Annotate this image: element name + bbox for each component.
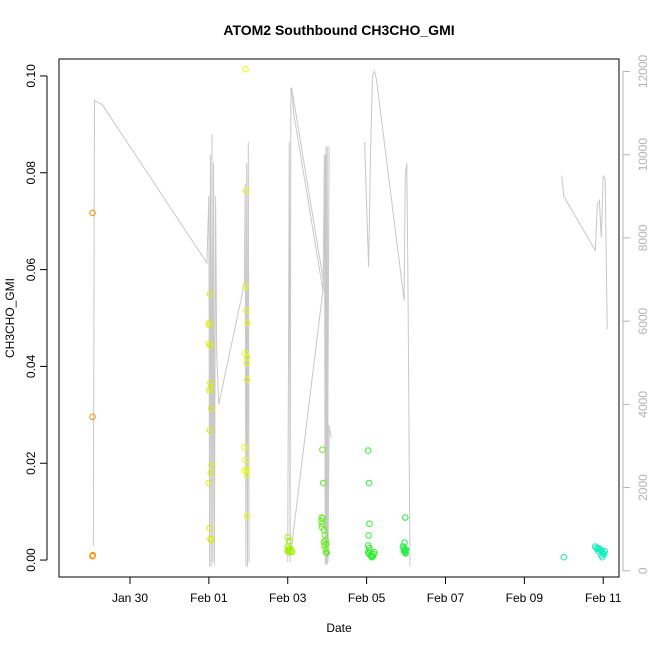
data-point [89, 551, 97, 559]
data-point [402, 514, 409, 521]
data-point [288, 548, 296, 556]
data-point [89, 413, 96, 421]
altitude-line-1 [208, 133, 250, 567]
data-point [206, 321, 213, 329]
data-point [241, 444, 248, 451]
x-tick-label: Feb 09 [506, 591, 544, 605]
data-point [243, 307, 250, 315]
data-point [207, 379, 214, 387]
data-point [366, 520, 373, 528]
altitude-line-5 [364, 70, 411, 567]
data-point [600, 550, 608, 558]
altitude-lines [92, 70, 608, 567]
data-point [284, 534, 292, 541]
data-point [560, 553, 568, 561]
data-point [242, 283, 249, 290]
data-point [206, 427, 214, 434]
data-point [207, 342, 214, 349]
data-point [364, 447, 372, 454]
data-point [242, 350, 249, 357]
y-axis-label: CH3CHO_GMI [3, 278, 17, 358]
data-point [320, 526, 328, 534]
data-point [205, 479, 213, 487]
data-point [243, 471, 250, 478]
plot-area-frame [58, 58, 620, 578]
data-point [242, 456, 249, 464]
data-point [207, 384, 215, 392]
y-tick-label: 0.02 [24, 451, 38, 475]
data-point [243, 187, 250, 194]
data-point [371, 549, 378, 556]
data-point [206, 524, 213, 532]
data-point [319, 446, 326, 454]
data-point [206, 290, 214, 298]
x-tick-label: Feb 07 [427, 591, 465, 605]
x-tick-label: Feb 03 [269, 591, 307, 605]
data-point [365, 532, 372, 539]
y-right-tick-label: 10000 [636, 138, 650, 172]
data-point [207, 405, 215, 412]
data-point [318, 514, 325, 521]
y-right-tick-label: 0 [636, 567, 650, 574]
data-point [207, 536, 215, 544]
data-point [321, 542, 328, 549]
altitude-line-4 [291, 146, 329, 565]
data-point [243, 359, 250, 367]
y-right-tick-label: 8000 [636, 224, 650, 251]
x-tick-label: Feb 05 [348, 591, 386, 605]
altitude-line-6 [561, 175, 608, 330]
data-point [89, 209, 96, 217]
x-axis: Jan 30 Feb 01 Feb 03 Feb 05 Feb 07 Feb 09 Feb … [112, 576, 622, 605]
data-point [319, 479, 327, 487]
data-point [244, 319, 251, 327]
data-point [242, 65, 249, 73]
y-axis-right: 0 2000 4000 6000 8000 10000 12000 [622, 54, 650, 574]
data-point [402, 546, 410, 553]
data-point [322, 545, 329, 553]
y-right-tick-label: 4000 [636, 391, 650, 418]
data-point [601, 548, 609, 555]
x-axis-label: Date [326, 621, 352, 635]
data-point [243, 376, 251, 383]
x-tick-label: Jan 30 [112, 591, 148, 605]
y-tick-label: 0.06 [24, 258, 38, 282]
data-point [323, 549, 331, 557]
chart-title: ATOM2 Southbound CH3CHO_GMI [223, 22, 454, 38]
y-right-tick-label: 12000 [636, 54, 650, 88]
y-right-tick-label: 2000 [636, 474, 650, 501]
data-point [208, 461, 215, 469]
data-point [599, 550, 607, 557]
data-point [593, 544, 600, 552]
data-point [402, 550, 409, 557]
x-tick-label: Feb 11 [585, 591, 622, 605]
data-point [285, 546, 292, 554]
y-tick-label: 0.04 [24, 354, 38, 378]
y-tick-label: 0.08 [24, 161, 38, 185]
data-point [400, 548, 408, 555]
altitude-line-3 [291, 88, 330, 565]
y-tick-label: 0.10 [24, 64, 38, 88]
data-point [206, 387, 213, 394]
data-point [241, 467, 248, 474]
data-point [319, 520, 326, 528]
data-point [365, 479, 373, 487]
x-tick-label: Feb 01 [190, 591, 228, 605]
y-right-tick-label: 6000 [636, 307, 650, 334]
altitude-line-0 [92, 99, 210, 546]
data-points [89, 65, 609, 561]
y-tick-label: 0.00 [24, 548, 38, 572]
data-point [243, 512, 251, 520]
y-axis-left: 0.00 0.02 0.04 0.06 0.08 0.10 [24, 64, 48, 572]
data-point [401, 549, 409, 556]
data-point [207, 469, 215, 477]
data-point [205, 340, 213, 348]
